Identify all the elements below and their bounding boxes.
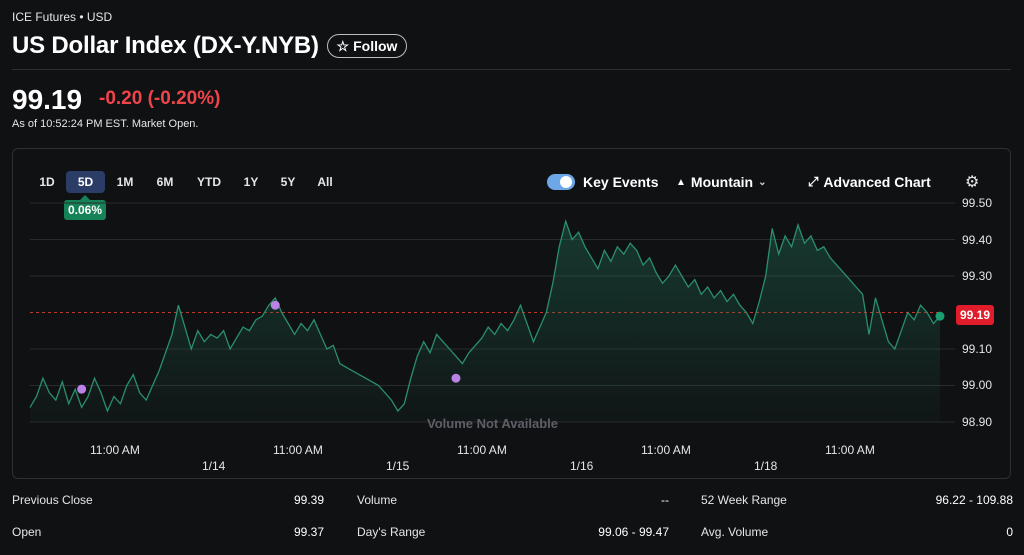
volume-not-available-note: Volume Not Available <box>427 416 558 431</box>
y-tick-label: 99.10 <box>962 342 993 356</box>
day-label: 1/15 <box>386 459 410 473</box>
day-label: 1/18 <box>754 459 778 473</box>
stat-52-week-range-label: 52 Week Range <box>701 493 787 507</box>
advanced-chart-button[interactable]: ⤢ Advanced Chart <box>808 174 931 190</box>
key-events-toggle-knob <box>560 176 572 188</box>
x-tick-label: 11:00 AM <box>457 443 507 457</box>
stat-avg-volume-value: 0 <box>1006 525 1013 539</box>
range-1y-button[interactable]: 1Y <box>243 175 259 189</box>
gear-icon[interactable]: ⚙ <box>965 174 980 191</box>
x-tick-label: 11:00 AM <box>825 443 875 457</box>
stat-previous-close-label: Previous Close <box>12 493 93 507</box>
exchange-currency-label: ICE Futures • USD <box>12 10 113 24</box>
key-event-marker[interactable] <box>451 373 461 383</box>
key-events-label: Key Events <box>583 174 659 190</box>
range-change-badge: 0.06% <box>64 200 106 220</box>
last-price-badge: 99.19 <box>956 305 994 325</box>
range-all-button[interactable]: All <box>317 175 333 189</box>
x-tick-label: 11:00 AM <box>90 443 140 457</box>
y-tick-label: 99.40 <box>962 233 993 247</box>
stat-volume-label: Volume <box>357 493 398 507</box>
chart-panel <box>12 148 1011 479</box>
expand-icon: ⤢ <box>808 174 819 189</box>
day-label: 1/14 <box>202 459 226 473</box>
y-tick-label: 99.30 <box>962 269 993 283</box>
key-event-marker[interactable] <box>77 384 87 394</box>
advanced-chart-label: Advanced Chart <box>823 174 931 190</box>
stat-52-week-range-value: 96.22 - 109.88 <box>935 493 1013 507</box>
chevron-down-icon: ⌄ <box>758 176 767 188</box>
chart-type-label: Mountain <box>690 174 754 190</box>
range-change-pointer <box>80 195 90 200</box>
y-tick-label: 99.50 <box>962 196 993 210</box>
key-event-marker[interactable] <box>270 300 280 310</box>
stat-avg-volume-label: Avg. Volume <box>701 525 769 539</box>
day-label: 1/16 <box>570 459 594 473</box>
range-6m-button[interactable]: 6M <box>156 175 174 189</box>
y-tick-label: 99.00 <box>962 378 993 392</box>
range-ytd-button[interactable]: YTD <box>197 175 221 189</box>
stat-open-value: 99.37 <box>293 525 324 539</box>
range-5y-button[interactable]: 5Y <box>280 175 296 189</box>
current-price: 99.19 <box>12 84 83 115</box>
stat-open-label: Open <box>12 525 42 539</box>
range-5d-button[interactable]: 5D <box>66 171 105 193</box>
chart-type-dropdown[interactable]: ▲ Mountain ⌄ <box>676 174 767 190</box>
mountain-icon: ▲ <box>676 176 686 188</box>
price-line <box>29 218 941 413</box>
quote-timestamp: As of 10:52:24 PM EST. Market Open. <box>12 118 199 130</box>
page-title: US Dollar Index (DX-Y.NYB) <box>12 32 319 59</box>
stat-volume-value: -- <box>661 493 669 507</box>
stat-previous-close-value: 99.39 <box>293 493 324 507</box>
range-1m-button[interactable]: 1M <box>116 175 134 189</box>
follow-label: Follow <box>353 38 398 54</box>
y-tick-label: 98.90 <box>962 415 993 429</box>
range-1d-button[interactable]: 1D <box>39 175 55 189</box>
price-change: -0.20 (-0.20%) <box>99 88 221 109</box>
price-area <box>30 221 940 422</box>
stat-days-range-value: 99.06 - 99.47 <box>598 525 669 539</box>
header-divider <box>12 69 1011 70</box>
follow-button[interactable]: ☆ Follow <box>327 34 407 58</box>
last-price-marker <box>935 311 945 321</box>
x-tick-label: 11:00 AM <box>273 443 323 457</box>
star-outline-icon: ☆ <box>336 37 350 54</box>
stat-days-range-label: Day's Range <box>357 525 426 539</box>
x-tick-label: 11:00 AM <box>641 443 691 457</box>
